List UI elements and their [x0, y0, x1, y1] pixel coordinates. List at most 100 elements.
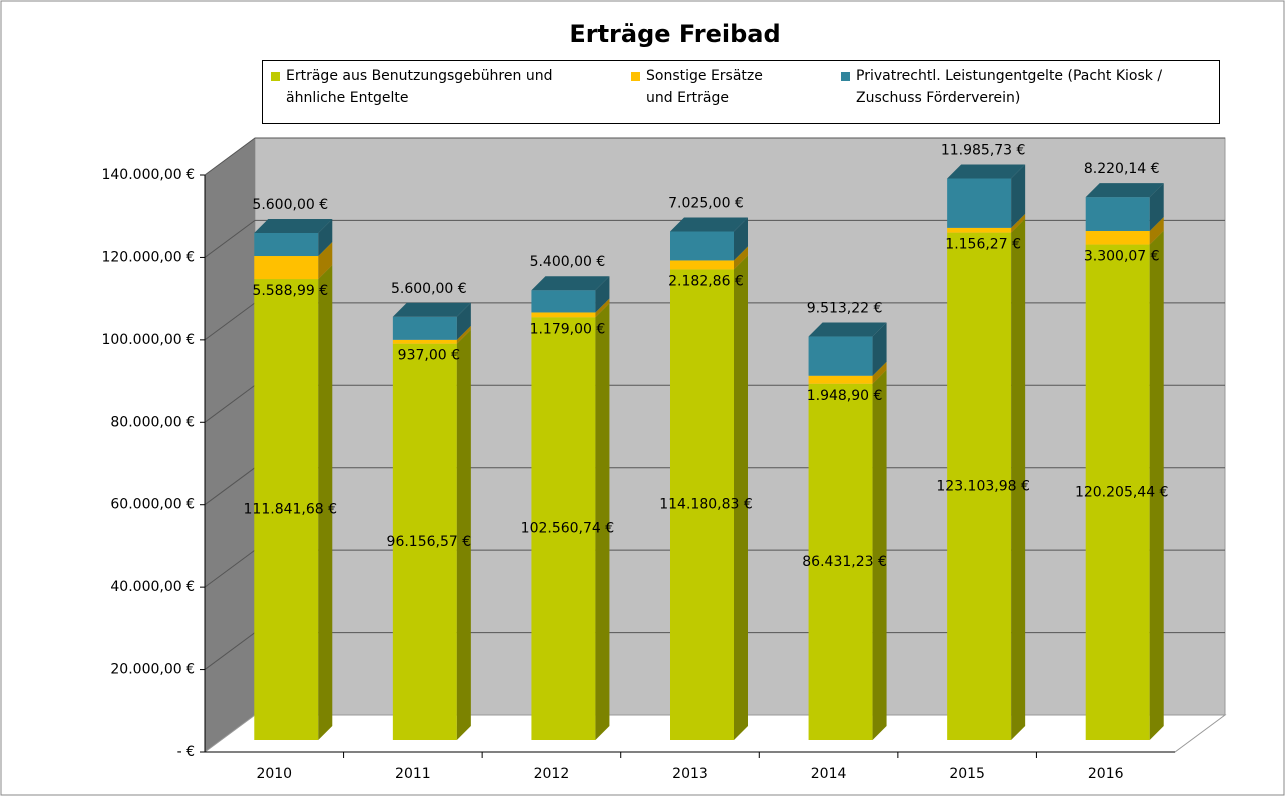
- bar-side: [734, 246, 748, 270]
- data-label: 3.300,07 €: [1084, 249, 1160, 265]
- grid-line: [204, 137, 256, 176]
- bar-top: [670, 217, 748, 232]
- bar: [531, 317, 596, 740]
- grid-line: [204, 220, 256, 258]
- x-tick-label: 2016: [1088, 766, 1124, 782]
- bar-top: [808, 322, 887, 337]
- bar-side: [872, 322, 887, 376]
- legend-swatch: [271, 72, 280, 81]
- bar: [947, 227, 1012, 233]
- bar-side: [1149, 230, 1164, 741]
- bar: [808, 383, 873, 740]
- bar-side: [456, 325, 471, 344]
- bar: [531, 312, 596, 318]
- y-tick-label: 20.000,00 €: [110, 662, 195, 678]
- data-label: 96.156,57 €: [387, 534, 472, 550]
- data-label: 5.600,00 €: [252, 197, 328, 213]
- legend-swatch: [841, 72, 850, 81]
- bar: [254, 232, 319, 257]
- grid-line: [204, 632, 256, 670]
- legend-label: Erträge aus Benutzungsgebühren und ähnli…: [286, 68, 553, 106]
- data-label: 5.600,00 €: [391, 281, 467, 297]
- bar-side: [318, 218, 333, 257]
- bar: [670, 260, 734, 270]
- data-label: 8.220,14 €: [1084, 161, 1160, 177]
- bar-side: [734, 217, 748, 261]
- x-tick-label: 2010: [256, 766, 292, 782]
- x-tick-label: 2013: [672, 766, 708, 782]
- bar: [947, 178, 1012, 228]
- data-label: 2.182,86 €: [668, 273, 744, 289]
- data-label: 120.205,44 €: [1075, 484, 1169, 500]
- legend-entry: Sonstige Ersätze und Erträge: [631, 65, 821, 119]
- bar: [392, 339, 457, 344]
- bar: [531, 290, 596, 313]
- data-label: 5.400,00 €: [530, 254, 606, 270]
- bar-side: [595, 276, 610, 313]
- data-label: 86.431,23 €: [802, 554, 887, 570]
- y-tick-label: 140.000,00 €: [101, 167, 195, 183]
- y-tick-label: 60.000,00 €: [110, 497, 195, 513]
- bar-side: [318, 242, 333, 280]
- bar: [254, 256, 319, 280]
- x-tick-label: 2014: [811, 766, 847, 782]
- bar: [1085, 197, 1150, 231]
- bar: [1085, 230, 1150, 245]
- data-label: 123.103,98 €: [936, 478, 1030, 494]
- side-wall: [205, 138, 255, 752]
- data-label: 9.513,22 €: [807, 301, 883, 317]
- grid-line: [204, 302, 256, 341]
- grid-line: [204, 384, 256, 423]
- data-label: 1.179,00 €: [530, 321, 606, 337]
- legend: Erträge aus Benutzungsgebühren und ähnli…: [262, 60, 1220, 124]
- bar: [392, 343, 457, 740]
- y-tick-label: 100.000,00 €: [101, 332, 195, 348]
- grid-line: [204, 467, 256, 506]
- grid-line: [204, 549, 256, 588]
- bar-side: [1011, 213, 1026, 233]
- bar-top: [531, 276, 610, 291]
- bar-side: [318, 265, 333, 740]
- data-label: 5.588,99 €: [252, 283, 328, 299]
- data-label: 937,00 €: [398, 348, 460, 364]
- bar: [670, 231, 734, 261]
- bar-side: [456, 329, 471, 740]
- bar: [808, 336, 873, 376]
- bar: [254, 279, 319, 740]
- bar: [808, 375, 873, 384]
- bar-side: [456, 302, 471, 340]
- bar-top: [947, 164, 1026, 179]
- bar-side: [1149, 183, 1164, 231]
- data-label: 1.948,90 €: [807, 388, 883, 404]
- x-tick-label: 2015: [949, 766, 985, 782]
- y-tick-label: - €: [177, 744, 195, 760]
- y-tick-label: 120.000,00 €: [101, 249, 195, 265]
- data-label: 7.025,00 €: [668, 195, 744, 211]
- bar-side: [1011, 218, 1026, 740]
- x-tick-label: 2011: [395, 766, 431, 782]
- bar-side: [595, 298, 610, 318]
- data-label: 114.180,83 €: [659, 497, 753, 513]
- chart-title: Erträge Freibad: [569, 20, 780, 48]
- data-label: 1.156,27 €: [945, 237, 1021, 253]
- bar: [947, 232, 1012, 740]
- legend-label: Sonstige Ersätze und Erträge: [646, 68, 763, 106]
- legend-swatch: [631, 72, 640, 81]
- bar-side: [1149, 216, 1164, 245]
- bar-top: [1085, 183, 1164, 198]
- bar-side: [595, 303, 610, 740]
- data-label: 111.841,68 €: [244, 502, 338, 518]
- x-tick-label: 2012: [534, 766, 570, 782]
- y-tick-label: 80.000,00 €: [110, 414, 195, 430]
- bar-top: [254, 218, 333, 233]
- bar: [1085, 244, 1150, 741]
- bar-side: [734, 255, 748, 740]
- legend-entry: Privatrechtl. Leistungentgelte (Pacht Ki…: [841, 65, 1201, 119]
- data-label: 102.560,74 €: [521, 521, 615, 537]
- bar-side: [1011, 164, 1026, 228]
- bar: [670, 269, 734, 740]
- y-tick-label: 40.000,00 €: [110, 579, 195, 595]
- bar: [392, 316, 457, 340]
